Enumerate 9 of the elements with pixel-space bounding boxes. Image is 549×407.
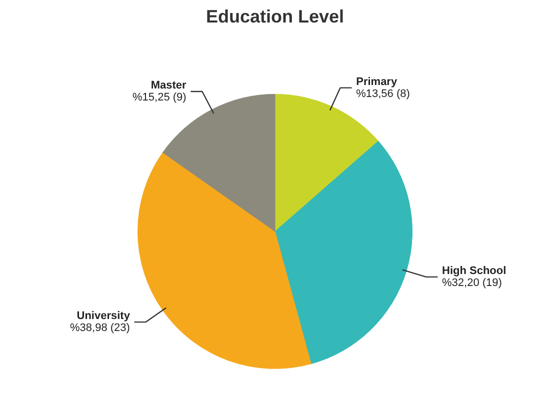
data-label: %38,98 (23) <box>70 322 130 334</box>
data-label: %15,25 (9) <box>132 92 186 104</box>
chart-title: Education Level <box>206 6 344 26</box>
slice-label: High School <box>442 264 506 277</box>
slice-label: Primary <box>356 76 398 88</box>
data-label: %13,56 (8) <box>356 88 410 100</box>
data-label: %32,20 (19) <box>442 276 502 289</box>
slice-label: Master <box>150 80 188 92</box>
slice-label: University <box>76 310 131 322</box>
